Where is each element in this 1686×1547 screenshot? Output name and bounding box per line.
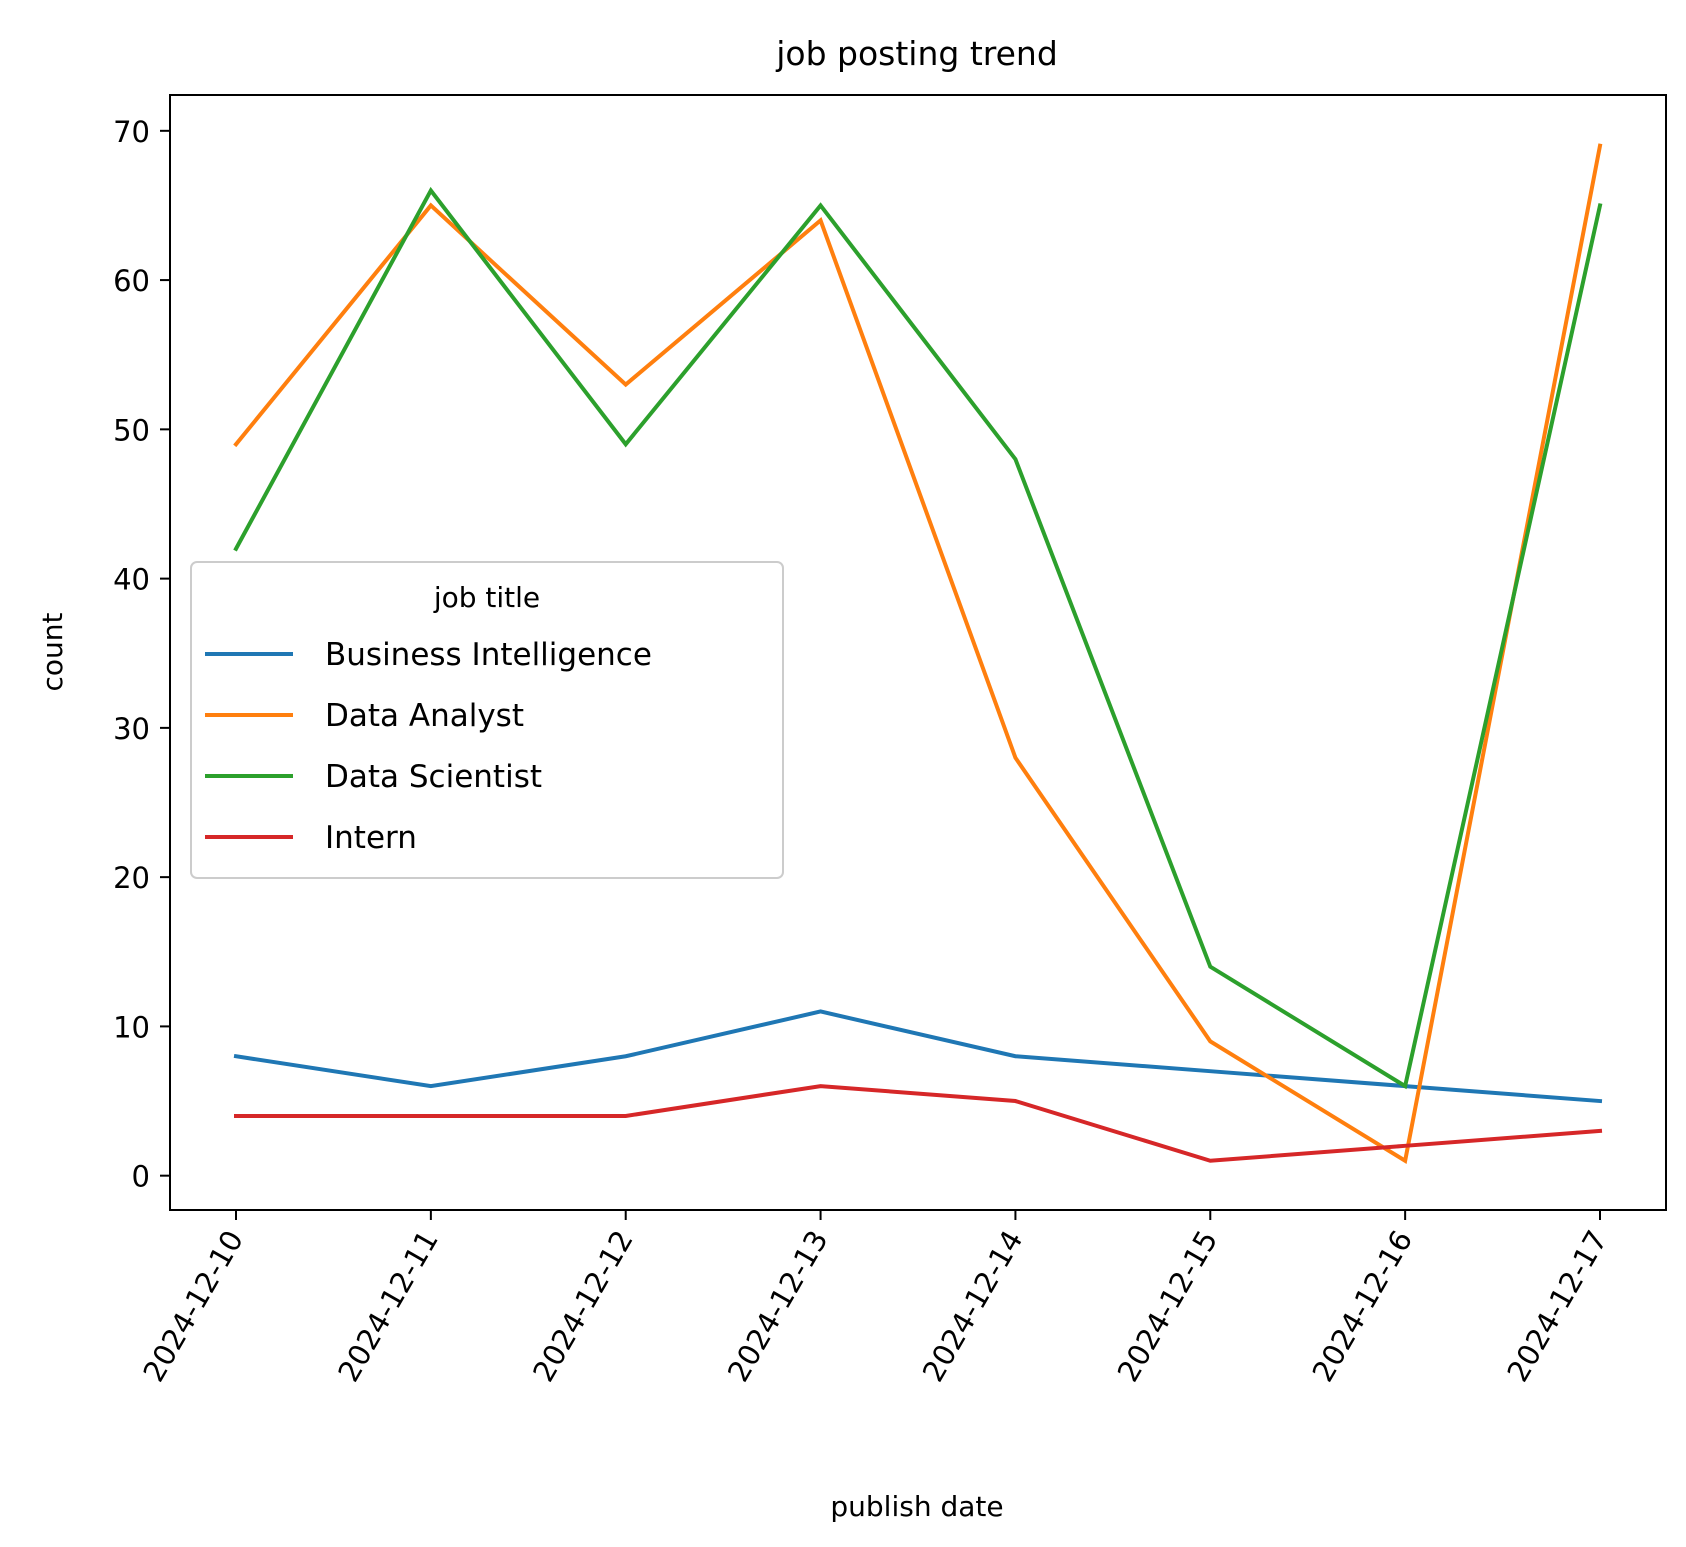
y-tick-label: 50: [113, 413, 150, 447]
series-lines: [233, 143, 1603, 1164]
legend-title: job title: [433, 581, 540, 614]
legend-label: Intern: [325, 820, 417, 856]
legend-label: Data Analyst: [325, 698, 524, 734]
legend-box: [190, 561, 784, 879]
x-tick-label: 2024-12-14: [916, 1225, 1030, 1388]
series-line-data-scientist: [233, 186, 1603, 1090]
chart-title: job posting trend: [775, 34, 1058, 73]
series-line-intern: [234, 1084, 1603, 1163]
series-line-business-intelligence: [233, 1009, 1603, 1104]
x-tick-label: 2024-12-10: [136, 1225, 250, 1388]
y-tick-label: 30: [113, 712, 150, 746]
legend-label: Data Scientist: [325, 759, 542, 795]
y-axis-label: count: [36, 612, 69, 691]
x-axis-label: publish date: [830, 1490, 1003, 1523]
x-tick-label: 2024-12-15: [1111, 1225, 1225, 1388]
y-tick-label: 70: [113, 115, 150, 149]
legend: job title Business Intelligence Data Anal…: [190, 561, 784, 879]
x-tick-label: 2024-12-11: [331, 1225, 445, 1388]
y-axis: 0 10 20 30 40 50 60 70: [113, 115, 170, 1194]
y-tick-label: 40: [113, 563, 150, 597]
y-tick-label: 20: [113, 861, 150, 895]
legend-label: Business Intelligence: [325, 637, 652, 673]
x-tick-label: 2024-12-17: [1500, 1225, 1614, 1388]
x-tick-label: 2024-12-13: [721, 1225, 835, 1388]
x-tick-label: 2024-12-16: [1305, 1225, 1419, 1388]
x-tick-label: 2024-12-12: [526, 1225, 640, 1388]
x-axis: 2024-12-10 2024-12-11 2024-12-12 2024-12-13…: [136, 1210, 1614, 1387]
legend-items: Business Intelligence Data Analyst Data Sc…: [205, 637, 652, 856]
y-tick-label: 0: [132, 1160, 150, 1194]
y-tick-label: 60: [113, 264, 150, 298]
y-tick-label: 10: [113, 1010, 150, 1044]
plot-area: [169, 94, 1667, 1211]
